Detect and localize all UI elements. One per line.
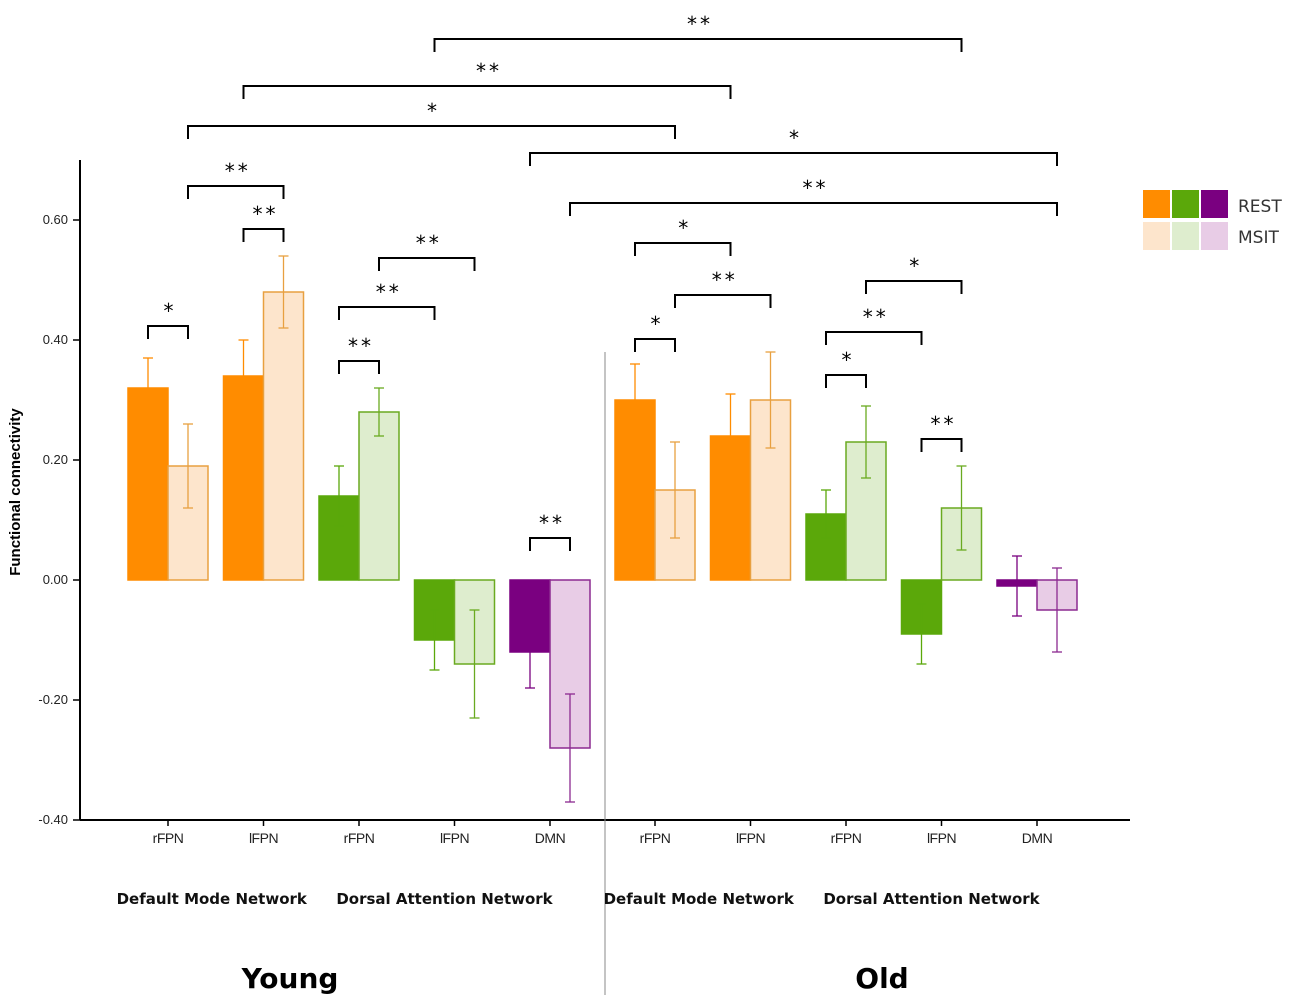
significance-marker: * — [427, 99, 440, 123]
y-tick-label: 0.60 — [43, 212, 68, 227]
significance-marker: ** — [376, 280, 402, 304]
significance-bracket — [825, 374, 867, 388]
group-label: Young — [241, 962, 339, 995]
legend-label-msit: MSIT — [1238, 228, 1279, 248]
significance-marker: * — [842, 348, 855, 372]
significance-bracket — [529, 152, 1058, 166]
network-label: Dorsal Attention Network — [336, 890, 553, 908]
significance-bracket — [242, 85, 732, 99]
significance-bracket — [378, 257, 476, 271]
bars-layer — [127, 255, 1078, 803]
y-tick-label: 0.00 — [43, 572, 68, 587]
significance-bracket — [865, 280, 963, 294]
legend-label-rest: REST — [1238, 197, 1282, 217]
significance-bracket — [825, 331, 923, 345]
significance-bracket — [147, 325, 189, 339]
network-label: Default Mode Network — [117, 890, 308, 908]
significance-bracket — [569, 202, 1058, 216]
significance-marker: ** — [225, 159, 251, 183]
significance-marker: * — [651, 312, 664, 336]
significance-marker: ** — [687, 12, 713, 36]
significance-marker: ** — [803, 176, 829, 200]
significance-marker: ** — [863, 305, 889, 329]
legend-swatch-msit — [1172, 222, 1199, 250]
significance-marker: ** — [253, 202, 279, 226]
significance-bracket — [187, 125, 676, 139]
significance-bracket — [338, 306, 436, 320]
network-label: Dorsal Attention Network — [823, 890, 1040, 908]
category-label: rFPN — [640, 830, 671, 846]
significance-marker: * — [789, 126, 802, 150]
significance-bracket — [634, 338, 676, 352]
group-label: Old — [855, 962, 908, 995]
legend-swatch-msit — [1201, 222, 1228, 250]
category-label: lFPN — [440, 830, 469, 846]
category-label: DMN — [535, 830, 565, 846]
axes: -0.40 -0.20 0.00 0.20 0.40 0.60 — [38, 160, 1130, 995]
significance-marker: * — [678, 216, 691, 240]
significance-marker: ** — [476, 59, 502, 83]
significance-bracket — [674, 294, 772, 308]
legend-swatch-msit — [1143, 222, 1170, 250]
significance-marker: ** — [416, 231, 442, 255]
bar-young-lfpn-msit — [262, 291, 305, 581]
category-label: lFPN — [249, 830, 278, 846]
category-labels-layer: rFPN lFPN Default Mode Network rFPN lFPN DMN D… — [117, 830, 1053, 995]
network-label: Default Mode Network — [604, 890, 795, 908]
legend-swatch-rest — [1201, 190, 1228, 218]
y-tick-label: -0.20 — [38, 692, 68, 707]
significance-marker: * — [164, 299, 177, 323]
significance-bracket — [433, 38, 963, 52]
category-label: rFPN — [344, 830, 375, 846]
significance-marker: * — [909, 254, 922, 278]
legend-swatch-rest — [1143, 190, 1170, 218]
significance-bracket — [529, 537, 571, 551]
significance-layer: ******************************* — [147, 12, 1058, 551]
y-tick-label: 0.20 — [43, 452, 68, 467]
bar-young-rfpn-msit — [358, 411, 400, 581]
category-label: DMN — [1022, 830, 1052, 846]
significance-bracket — [338, 360, 380, 374]
significance-bracket — [242, 228, 285, 242]
significance-marker: ** — [712, 268, 738, 292]
significance-marker: ** — [931, 412, 957, 436]
category-label: lFPN — [927, 830, 956, 846]
category-label: rFPN — [153, 830, 184, 846]
significance-bracket — [920, 438, 963, 452]
category-label: rFPN — [831, 830, 862, 846]
significance-marker: ** — [539, 511, 565, 535]
significance-bracket — [187, 185, 285, 199]
y-tick-label: 0.40 — [43, 332, 68, 347]
y-tick-label: -0.40 — [38, 812, 68, 827]
category-label: lFPN — [736, 830, 765, 846]
legend-swatch-rest — [1172, 190, 1199, 218]
y-axis-label: Functional connectivity — [7, 408, 24, 576]
significance-bracket — [634, 242, 732, 256]
significance-marker: ** — [348, 334, 374, 358]
legend: REST MSIT — [1143, 190, 1282, 250]
